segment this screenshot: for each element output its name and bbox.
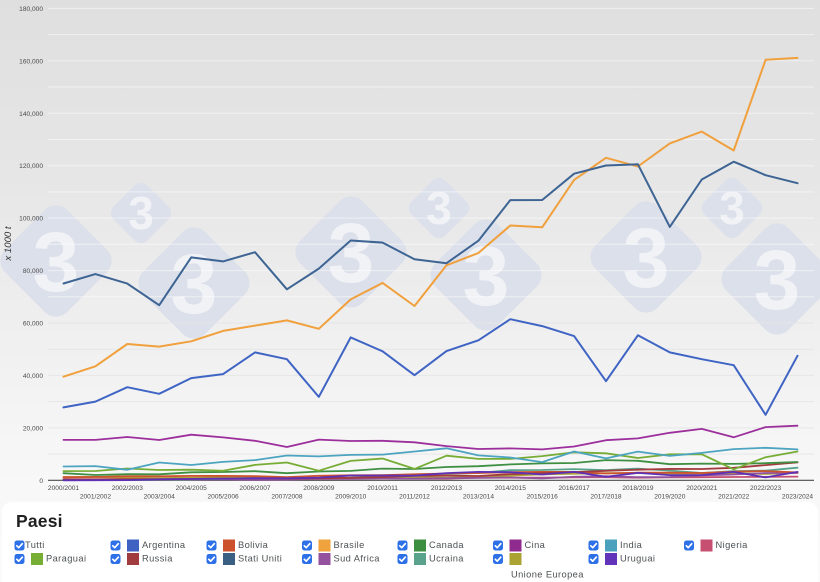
svg-text:Russia: Russia [142,554,173,564]
svg-text:60,000: 60,000 [23,321,44,328]
svg-text:India: India [620,540,643,550]
svg-text:20,000: 20,000 [23,425,44,432]
svg-text:Brasile: Brasile [334,540,365,550]
svg-text:2008/2009: 2008/2009 [303,485,335,492]
svg-text:100,000: 100,000 [19,216,43,223]
svg-text:2017/2018: 2017/2018 [590,494,622,501]
svg-text:2012/2013: 2012/2013 [431,485,463,492]
svg-text:2016/2017: 2016/2017 [559,485,591,492]
svg-text:2006/2007: 2006/2007 [239,485,271,492]
svg-text:2004/2005: 2004/2005 [176,485,208,492]
svg-text:Sud Africa: Sud Africa [334,554,381,564]
svg-text:2013/2014: 2013/2014 [463,494,495,501]
svg-text:2019/2020: 2019/2020 [654,494,686,501]
svg-text:160,000: 160,000 [19,58,43,65]
svg-text:2022/2023: 2022/2023 [750,485,782,492]
svg-text:80,000: 80,000 [23,268,44,275]
svg-text:Ucraina: Ucraina [429,554,464,564]
svg-text:x 1000 t: x 1000 t [3,226,14,261]
svg-text:2018/2019: 2018/2019 [622,485,654,492]
svg-text:Paesi: Paesi [16,511,63,531]
svg-text:180,000: 180,000 [19,6,43,13]
svg-text:Tutti: Tutti [25,540,45,550]
svg-text:Stati Uniti: Stati Uniti [238,554,282,564]
svg-text:40,000: 40,000 [23,373,44,380]
svg-text:Canada: Canada [429,540,464,550]
svg-text:2003/2004: 2003/2004 [144,494,176,501]
svg-text:2010/2011: 2010/2011 [367,485,398,492]
svg-text:2021/2022: 2021/2022 [718,494,750,501]
svg-text:2000/2001: 2000/2001 [48,485,80,492]
svg-text:2014/2015: 2014/2015 [495,485,527,492]
svg-text:Unione Europea: Unione Europea [511,570,584,580]
svg-text:2002/2003: 2002/2003 [112,485,144,492]
svg-text:Nigeria: Nigeria [716,540,749,550]
svg-text:2005/2006: 2005/2006 [208,494,240,501]
svg-text:2015/2016: 2015/2016 [527,494,559,501]
svg-text:2011/2012: 2011/2012 [399,494,430,501]
svg-text:0: 0 [39,478,43,485]
svg-text:2009/2010: 2009/2010 [335,494,367,501]
svg-text:Argentina: Argentina [142,540,186,550]
svg-text:140,000: 140,000 [19,111,43,118]
svg-text:Cina: Cina [525,540,546,550]
svg-text:2001/2002: 2001/2002 [80,494,112,501]
svg-text:120,000: 120,000 [19,163,43,170]
svg-text:2007/2008: 2007/2008 [271,494,303,501]
svg-text:2023/2024: 2023/2024 [782,494,814,501]
svg-text:Paraguai: Paraguai [46,554,86,564]
svg-text:Bolivia: Bolivia [238,540,269,550]
svg-text:2020/2021: 2020/2021 [686,485,718,492]
svg-text:Uruguai: Uruguai [620,554,655,564]
